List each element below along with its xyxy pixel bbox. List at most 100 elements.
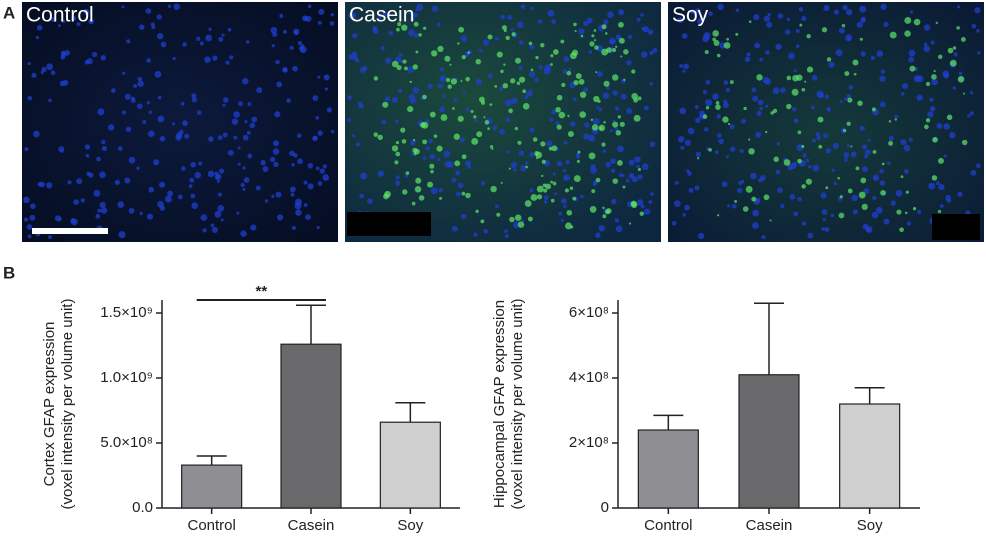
cell — [833, 9, 840, 15]
cell — [695, 117, 701, 123]
cell — [465, 160, 471, 167]
cell — [687, 127, 695, 135]
glia — [773, 156, 779, 162]
cell — [221, 33, 225, 37]
cell — [820, 192, 827, 199]
cell — [759, 106, 763, 111]
glia — [449, 63, 452, 66]
glia — [957, 76, 965, 83]
y-tick-label: 5.0×10⁸ — [100, 434, 153, 451]
cell — [95, 213, 101, 219]
cell — [546, 140, 553, 147]
glia — [541, 159, 546, 164]
cell — [31, 72, 37, 78]
y-tick-label: 1.5×10⁹ — [100, 304, 153, 321]
cell — [296, 133, 302, 138]
cell — [614, 127, 619, 132]
cell — [292, 65, 298, 72]
cell — [480, 181, 486, 186]
cell — [631, 176, 638, 183]
cell — [903, 169, 909, 174]
cell — [615, 225, 623, 233]
glia — [503, 29, 507, 33]
glia — [633, 114, 641, 122]
cell — [46, 63, 54, 71]
cell — [146, 58, 151, 63]
cell — [811, 138, 816, 143]
cell — [518, 150, 525, 156]
cell — [504, 99, 512, 107]
glia — [470, 110, 474, 114]
cell — [275, 191, 282, 198]
glia — [391, 60, 399, 68]
cell — [437, 83, 443, 89]
cell — [216, 179, 220, 183]
cell — [753, 14, 760, 21]
glia — [597, 99, 601, 103]
cell — [124, 93, 131, 100]
cell — [279, 13, 284, 18]
cell — [871, 211, 879, 219]
cell — [791, 106, 797, 112]
cell — [602, 149, 607, 153]
cell — [136, 166, 140, 170]
cell — [682, 69, 686, 73]
cell — [598, 107, 603, 112]
cell — [210, 223, 215, 228]
glia — [888, 140, 894, 146]
cell — [935, 181, 941, 186]
cell — [699, 110, 705, 117]
glia — [530, 68, 534, 72]
glia — [433, 134, 438, 138]
cell — [879, 180, 886, 186]
cell — [583, 87, 589, 93]
cell — [413, 12, 418, 18]
cell — [217, 192, 222, 197]
glia — [801, 184, 806, 189]
cell — [473, 232, 478, 237]
cell — [528, 71, 536, 78]
cell — [181, 166, 186, 171]
cell — [271, 44, 275, 48]
cell — [84, 144, 91, 150]
cell — [611, 198, 617, 205]
cell — [865, 226, 873, 233]
cell — [286, 98, 291, 103]
cell — [237, 162, 241, 166]
cell — [607, 11, 614, 18]
glia — [577, 150, 581, 154]
glia — [818, 144, 823, 149]
cell — [543, 195, 549, 201]
cell — [238, 101, 244, 107]
cell — [148, 130, 155, 138]
cell — [529, 188, 534, 193]
cell — [146, 213, 154, 220]
cell — [394, 119, 399, 124]
cell — [137, 76, 143, 82]
glia — [961, 139, 968, 146]
cell — [894, 114, 899, 119]
glia — [454, 160, 461, 167]
cell — [247, 102, 252, 106]
cell — [694, 185, 700, 191]
glia — [429, 163, 435, 169]
cell — [649, 192, 654, 196]
cell — [182, 120, 188, 127]
cell — [451, 225, 458, 232]
glia — [502, 82, 509, 89]
cell — [802, 153, 807, 158]
glia — [745, 185, 753, 193]
cell — [100, 207, 108, 214]
cell — [969, 91, 974, 95]
cell — [160, 41, 167, 48]
glia — [496, 51, 503, 58]
glia — [567, 114, 570, 118]
scale-bar — [932, 214, 980, 240]
cell — [91, 51, 98, 58]
cell — [351, 134, 355, 138]
cell — [211, 226, 218, 233]
cell — [428, 138, 433, 144]
cell — [194, 171, 201, 179]
cell — [128, 156, 136, 164]
panel-label: A — [3, 3, 15, 22]
